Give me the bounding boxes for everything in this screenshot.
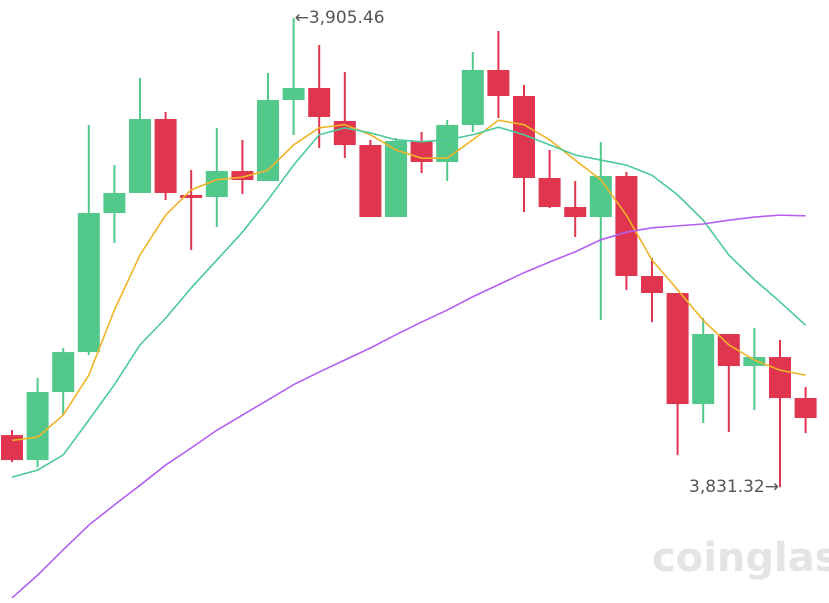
candle-body	[538, 177, 561, 208]
candle-body	[794, 398, 817, 419]
candle-body	[308, 88, 331, 117]
candle-body	[717, 334, 740, 367]
candle-body	[26, 392, 49, 461]
candle-body	[52, 352, 75, 393]
candle-body	[666, 293, 689, 405]
candle-body	[436, 124, 459, 162]
moving-average-line	[11, 119, 806, 442]
candle-body	[282, 88, 305, 100]
candle-body	[103, 192, 126, 214]
candle-body	[77, 213, 100, 353]
candle-body	[589, 176, 612, 218]
candle-body	[359, 145, 382, 218]
candle-body	[231, 171, 254, 181]
candle-body	[129, 119, 151, 193]
candle-body	[257, 99, 279, 182]
candle-body	[641, 276, 663, 294]
moving-average-line	[11, 214, 806, 599]
candle-body	[461, 69, 484, 125]
moving-average-line	[11, 126, 807, 478]
candle-body	[692, 334, 715, 405]
price-annotation: 3,831.32→	[689, 477, 779, 497]
candle-body	[154, 119, 177, 193]
candle-body	[743, 357, 766, 367]
candle-body	[564, 207, 587, 218]
candle-body	[385, 140, 407, 218]
candle-body	[487, 69, 510, 96]
candle-body	[513, 95, 535, 178]
candle-body	[615, 176, 638, 277]
price-annotation: ←3,905.46	[295, 8, 385, 28]
candle-body	[1, 435, 23, 461]
watermark: coinglass	[652, 535, 829, 581]
candle-body	[769, 357, 791, 399]
candle-body	[205, 171, 228, 198]
candle-body	[180, 195, 203, 198]
